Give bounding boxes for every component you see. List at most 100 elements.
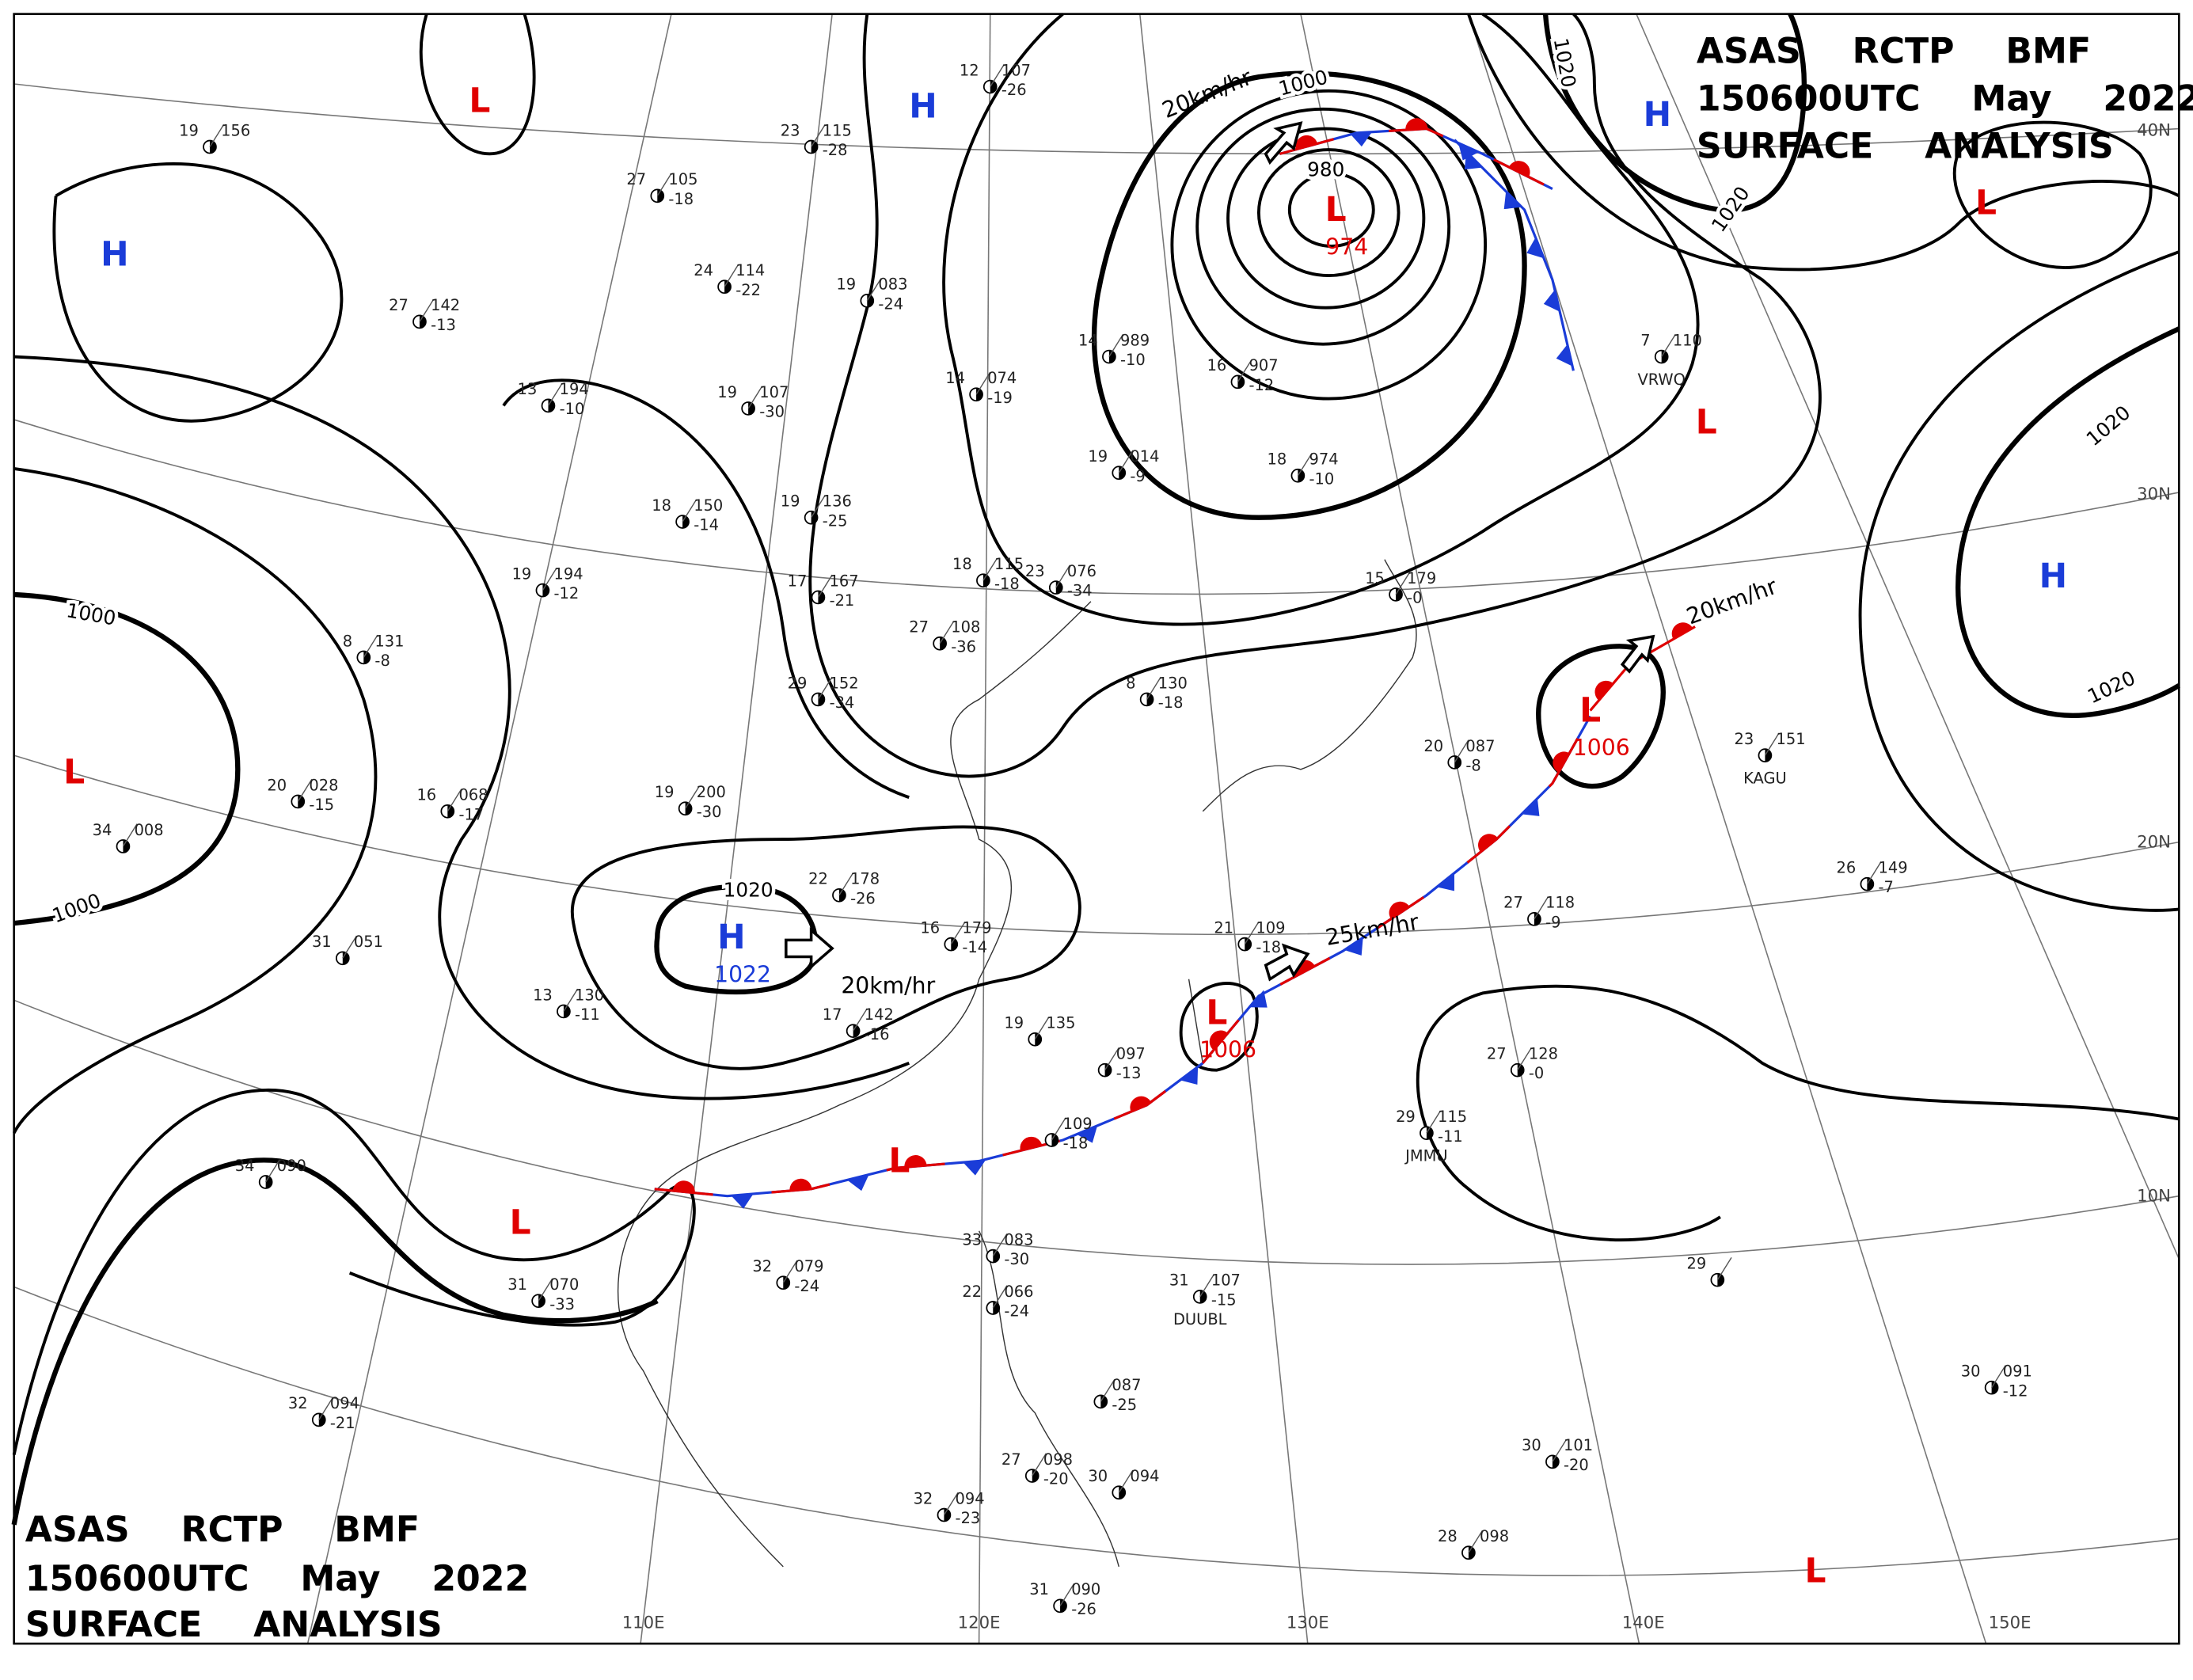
station-tendency: -8 (1465, 757, 1480, 775)
footer-line: ASAS RCTP BMF (25, 1510, 420, 1550)
cold-front-symbol (1076, 1125, 1098, 1143)
wind-barb (538, 1278, 553, 1302)
system-symbol: H (717, 918, 745, 956)
station-pressure: 142 (431, 296, 460, 314)
station: 18 115 -18 (952, 555, 1024, 593)
warm-front-symbol (1130, 1096, 1152, 1112)
station-tendency: -26 (850, 889, 876, 907)
station-temperature: 34 (93, 821, 112, 839)
coast-china (656, 601, 1092, 1190)
station-tendency: -18 (668, 190, 694, 208)
parallel (13, 1286, 2180, 1576)
station-tendency: -33 (549, 1295, 575, 1313)
wind-barb (656, 173, 672, 196)
motion-arrow (1620, 634, 1655, 674)
wind-barb (297, 778, 313, 802)
station-tendency: -8 (374, 652, 390, 670)
wind-barb (1051, 1117, 1066, 1141)
station-temperature: 27 (626, 170, 646, 188)
station-tendency: -21 (330, 1414, 355, 1432)
parallel (13, 754, 2180, 936)
cold-front-symbol (1249, 990, 1268, 1008)
cold-front-symbol (963, 1160, 986, 1176)
fronts (654, 118, 1696, 1209)
warm-front-symbol (1389, 901, 1410, 919)
wind-barb (1534, 896, 1549, 920)
station-pressure: 167 (830, 572, 859, 590)
system-symbol: L (1975, 183, 1997, 222)
station-pressure: 128 (1529, 1045, 1558, 1063)
header-line: ASAS RCTP BMF (1697, 32, 2091, 72)
motion-label: 20km/hr (841, 972, 935, 998)
station-tendency: -25 (823, 511, 848, 530)
cold-front-symbol (731, 1193, 754, 1209)
station-pressure: 107 (759, 383, 789, 401)
station-temperature: 31 (312, 933, 332, 951)
warm-front-symbol (1553, 751, 1570, 773)
station: 19 107 -30 (717, 383, 789, 421)
station-id: JMMU (1404, 1146, 1447, 1165)
wind-barb (1118, 1469, 1134, 1493)
station-tendency: -34 (830, 694, 855, 712)
station-temperature: 31 (1029, 1580, 1049, 1598)
isobar (1536, 644, 1666, 789)
wind-barb (1764, 732, 1780, 756)
station: 23 115 -28 (781, 121, 852, 159)
station-pressure: 149 (1879, 859, 1908, 877)
station: 16 179-14 (920, 918, 991, 956)
station: 19 014-9 (1088, 447, 1159, 485)
station-temperature: 19 (512, 564, 532, 583)
station: 26 149-7 (1837, 859, 1908, 897)
coast-philippines (978, 1230, 1119, 1568)
station-tendency: -30 (759, 403, 785, 421)
station-pressure: 107 (1001, 61, 1031, 79)
station-pressure: 097 (1116, 1045, 1146, 1063)
wind-barb (1866, 861, 1882, 885)
station-temperature: 29 (1687, 1255, 1707, 1273)
station-tendency: -9 (1130, 467, 1145, 485)
station-pressure: 142 (865, 1005, 894, 1024)
station-pressure: 179 (962, 918, 991, 937)
station: 18 150-14 (652, 496, 723, 534)
station-temperature: 22 (962, 1283, 982, 1301)
station-pressure: 105 (668, 170, 697, 188)
wind-barb (1244, 921, 1260, 945)
station: 34 008 (93, 821, 164, 853)
station-tendency: -24 (794, 1277, 819, 1295)
station: 19 200 -30 (655, 783, 726, 821)
station: 18 974-10 (1268, 450, 1339, 488)
station: 19 156 (179, 121, 250, 154)
isobar (13, 591, 241, 926)
isobar (1226, 127, 1426, 310)
wind-barb (990, 63, 1005, 87)
station: 17 167-21 (788, 572, 859, 610)
station-pressure: 974 (1309, 450, 1339, 469)
isobar (13, 355, 910, 1100)
station-tendency: -18 (1158, 694, 1184, 712)
station: 097-13 (1097, 1045, 1146, 1082)
station-tendency: -10 (1309, 469, 1335, 488)
wind-barb (1552, 1439, 1568, 1462)
station-temperature: 27 (389, 296, 409, 314)
wind-barb (982, 557, 998, 581)
coastline (617, 559, 1417, 1568)
wind-barb (838, 872, 854, 896)
station-tendency: -36 (951, 637, 976, 656)
station: 21 109-18 (1214, 918, 1285, 956)
central-pressure: 1006 (1573, 735, 1630, 761)
station: 8 130 -18 (1126, 674, 1188, 712)
station-pressure: 115 (1438, 1108, 1467, 1126)
system-symbol: L (1206, 993, 1227, 1032)
wind-barb (811, 495, 826, 519)
front-line (654, 1062, 1204, 1198)
station-temperature: 27 (909, 618, 929, 637)
station-temperature: 20 (267, 776, 287, 794)
station: 19 083-24 (836, 276, 907, 314)
isobar (1858, 250, 2180, 912)
station-pressure: 087 (1112, 1376, 1141, 1394)
station: 33 083-30 (962, 1231, 1033, 1269)
station: 7 110 VRWQ (1637, 331, 1701, 388)
